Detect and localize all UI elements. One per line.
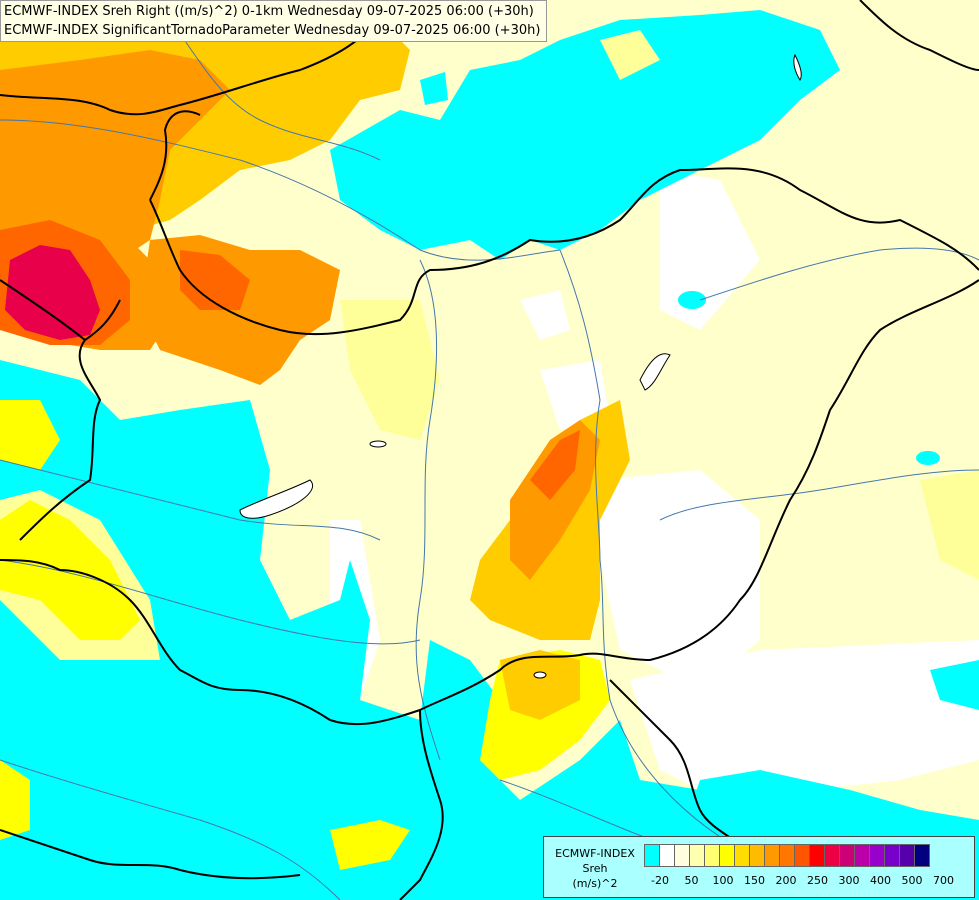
legend-tick-label: 100 (712, 874, 734, 887)
legend-swatch (704, 844, 720, 867)
legend-swatch (914, 844, 930, 867)
color-legend: ECMWF-INDEX Sreh (m/s)^2 -20 50 100 150 200 2… (543, 836, 975, 898)
legend-tick-label: 300 (838, 874, 860, 887)
legend-variable: Sreh (582, 862, 608, 875)
map-title-line1: ECMWF-INDEX Sreh Right ((m/s)^2) 0-1km W… (4, 4, 534, 19)
legend-swatch (794, 844, 810, 867)
legend-swatch (839, 844, 855, 867)
legend-swatch (779, 844, 795, 867)
legend-swatches (644, 844, 930, 867)
legend-tick-label: 400 (870, 874, 891, 887)
legend-swatch (899, 844, 915, 867)
legend-source: ECMWF-INDEX (555, 847, 635, 860)
legend-swatch (809, 844, 825, 867)
legend-swatch (749, 844, 765, 867)
map-title-box: ECMWF-INDEX Sreh Right ((m/s)^2) 0-1km W… (0, 0, 547, 42)
legend-swatch (689, 844, 705, 867)
legend-swatch (869, 844, 885, 867)
legend-swatch (824, 844, 840, 867)
legend-swatch (644, 844, 660, 867)
legend-tick-label: 50 (684, 874, 699, 887)
legend-ticks: -20 50 100 150 200 250 300 400 500 700 (644, 874, 964, 890)
legend-tick-label: 200 (775, 874, 797, 887)
legend-tick-label: 700 (933, 874, 954, 887)
rivers (0, 19, 979, 900)
legend-swatch (674, 844, 690, 867)
legend-tick-label: 250 (807, 874, 828, 887)
legend-tick-label: -20 (651, 874, 669, 887)
legend-title: ECMWF-INDEX Sreh (m/s)^2 (547, 846, 643, 891)
legend-tick-label: 500 (901, 874, 923, 887)
legend-swatch (719, 844, 735, 867)
legend-unit: (m/s)^2 (572, 877, 618, 890)
map-title-line2: ECMWF-INDEX SignificantTornadoParameter … (4, 23, 541, 38)
lakes (239, 53, 802, 679)
legend-swatch (854, 844, 870, 867)
legend-swatch (764, 844, 780, 867)
legend-swatch (659, 844, 675, 867)
legend-swatch (884, 844, 900, 867)
crimson-max-area (5, 245, 100, 340)
legend-tick-label: 150 (744, 874, 765, 887)
legend-swatch (734, 844, 750, 867)
